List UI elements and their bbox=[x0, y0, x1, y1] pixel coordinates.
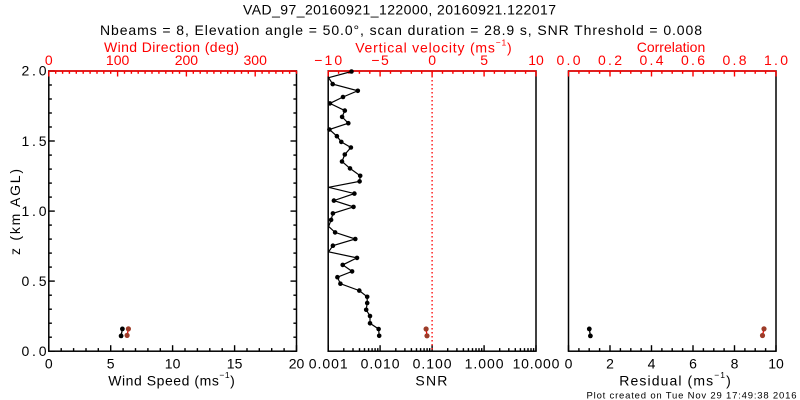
svg-text:0.001: 0.001 bbox=[309, 355, 348, 371]
svg-text:2: 2 bbox=[606, 355, 614, 371]
svg-text:2.0: 2.0 bbox=[22, 63, 47, 79]
svg-text:0.0: 0.0 bbox=[557, 52, 581, 68]
svg-text:0: 0 bbox=[565, 355, 573, 371]
svg-text:0.4: 0.4 bbox=[640, 52, 664, 68]
svg-text:SNR: SNR bbox=[415, 372, 448, 388]
svg-text:5: 5 bbox=[480, 52, 488, 68]
svg-text:VAD_97_20160921_122000, 201609: VAD_97_20160921_122000, 20160921.122017 bbox=[243, 1, 556, 17]
svg-text:Residual (ms−1): Residual (ms−1) bbox=[619, 370, 732, 388]
svg-text:10: 10 bbox=[768, 355, 784, 371]
svg-text:8: 8 bbox=[731, 355, 739, 371]
svg-text:10: 10 bbox=[528, 52, 544, 68]
svg-text:20: 20 bbox=[289, 355, 305, 371]
svg-text:Wind Direction (deg): Wind Direction (deg) bbox=[104, 39, 239, 55]
svg-text:10: 10 bbox=[165, 355, 181, 371]
svg-text:Correlation: Correlation bbox=[637, 39, 705, 55]
svg-text:1.0: 1.0 bbox=[764, 52, 788, 68]
svg-text:1.5: 1.5 bbox=[22, 133, 47, 149]
svg-text:10.000: 10.000 bbox=[513, 355, 560, 371]
svg-text:0: 0 bbox=[45, 355, 53, 371]
svg-text:5: 5 bbox=[107, 355, 115, 371]
svg-text:300: 300 bbox=[244, 52, 268, 68]
svg-text:Wind Speed (ms−1): Wind Speed (ms−1) bbox=[108, 370, 235, 388]
svg-text:Vertical velocity (ms−1): Vertical velocity (ms−1) bbox=[355, 38, 512, 56]
svg-text:0: 0 bbox=[45, 52, 53, 68]
svg-text:0.2: 0.2 bbox=[598, 52, 622, 68]
svg-text:Plot created on Tue Nov 29 17:: Plot created on Tue Nov 29 17:49:38 2016 bbox=[587, 390, 797, 400]
svg-text:0.0: 0.0 bbox=[22, 343, 47, 359]
svg-text:100: 100 bbox=[106, 52, 130, 68]
svg-text:1.0: 1.0 bbox=[22, 203, 47, 219]
svg-text:0.5: 0.5 bbox=[22, 273, 47, 289]
svg-text:15: 15 bbox=[227, 355, 243, 371]
svg-text:0.010: 0.010 bbox=[361, 355, 400, 371]
svg-text:−5: −5 bbox=[371, 52, 389, 68]
svg-text:200: 200 bbox=[175, 52, 199, 68]
svg-text:z (km AGL): z (km AGL) bbox=[7, 169, 23, 255]
svg-text:0.8: 0.8 bbox=[723, 52, 747, 68]
svg-text:1.000: 1.000 bbox=[465, 355, 504, 371]
svg-text:0.6: 0.6 bbox=[681, 52, 705, 68]
svg-text:0: 0 bbox=[428, 52, 436, 68]
svg-text:Nbeams = 8, Elevation angle =: Nbeams = 8, Elevation angle = 50.0°, sca… bbox=[100, 22, 702, 38]
svg-text:4: 4 bbox=[648, 355, 656, 371]
svg-text:−10: −10 bbox=[314, 52, 342, 68]
svg-text:6: 6 bbox=[689, 355, 697, 371]
svg-text:0.100: 0.100 bbox=[413, 355, 452, 371]
